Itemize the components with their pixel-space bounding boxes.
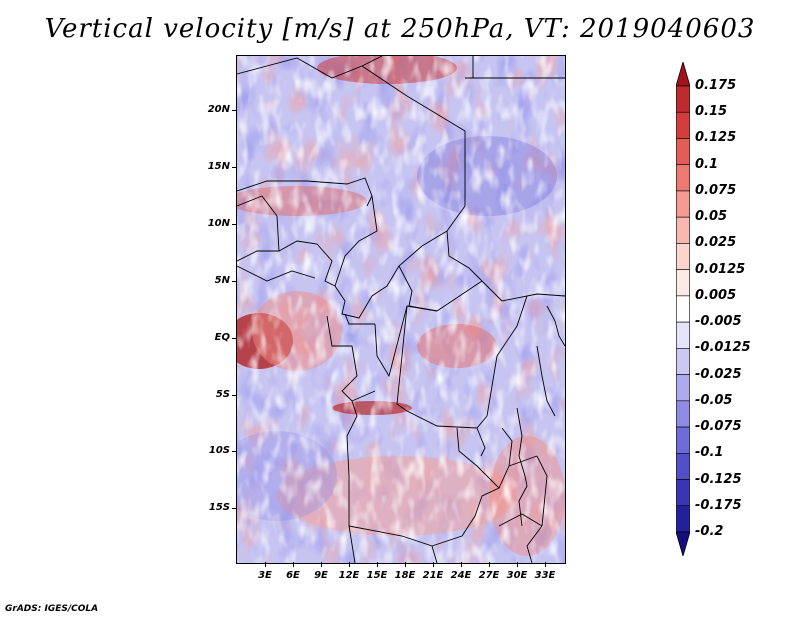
colorbar-label: 0.025	[695, 235, 737, 251]
colorbar-segment	[676, 111, 690, 139]
lon-tick	[461, 562, 462, 567]
colorbar-segment	[676, 164, 690, 192]
lat-tick	[232, 281, 237, 282]
lat-label-10n: 10N	[207, 218, 230, 229]
lon-label-18e: 18E	[394, 570, 416, 581]
colorbar-label: 0.175	[695, 78, 737, 93]
colorbar-label: 0.15	[695, 104, 728, 120]
lat-tick	[232, 167, 237, 168]
lon-label-30e: 30E	[506, 570, 528, 581]
lat-label-15s: 15S	[208, 502, 230, 513]
lat-label-5n: 5N	[214, 275, 230, 286]
colorbar-label: 0.125	[695, 130, 737, 146]
colorbar-segment	[676, 243, 690, 270]
lon-label-6e: 6E	[286, 570, 300, 581]
lon-tick	[293, 562, 294, 567]
lon-tick	[321, 562, 322, 567]
lon-label-24e: 24E	[450, 570, 472, 581]
colorbar-segment	[676, 190, 690, 218]
colorbar-segment	[676, 295, 690, 323]
colorbar-segment	[676, 85, 690, 113]
colorbar-segment	[676, 269, 690, 297]
colorbar-label: 0.05	[695, 209, 728, 225]
colorbar-label: 0.005	[695, 287, 737, 303]
colorbar-label: -0.005	[695, 314, 742, 330]
lon-label-9e: 9E	[314, 570, 328, 581]
lon-label-27e: 27E	[478, 570, 500, 581]
colorbar-label: 0.0125	[695, 261, 746, 277]
colorbar-segment	[676, 426, 690, 454]
field-texture	[237, 56, 565, 563]
colorbar-label: -0.05	[695, 392, 733, 408]
lat-tick	[232, 110, 237, 111]
lon-tick	[489, 562, 490, 567]
colorbar-label: 0.075	[695, 182, 737, 198]
lat-tick	[232, 224, 237, 225]
lon-tick	[349, 562, 350, 567]
grads-credit: GrADS: IGES/COLA	[5, 604, 99, 614]
colorbar-segment	[676, 505, 690, 533]
lon-tick	[265, 562, 266, 567]
country-borders	[237, 56, 565, 563]
colorbar-label: -0.1	[695, 445, 724, 461]
lon-tick	[405, 562, 406, 567]
colorbar-label: -0.025	[695, 366, 742, 382]
colorbar-segment	[676, 452, 690, 480]
colorbar-label: -0.175	[695, 497, 742, 513]
colorbar	[676, 62, 690, 556]
colorbar-segment	[676, 321, 690, 349]
lon-label-12e: 12E	[338, 570, 360, 581]
colorbar-segment	[676, 400, 690, 428]
lat-label-5s: 5S	[215, 389, 230, 400]
colorbar-segment	[676, 348, 690, 375]
map-title: Vertical velocity [m/s] at 250hPa, VT: 2…	[44, 14, 756, 44]
lon-tick	[377, 562, 378, 567]
lon-tick	[433, 562, 434, 567]
colorbar-label: -0.125	[695, 471, 742, 487]
lat-label-15n: 15N	[207, 161, 230, 172]
colorbar-segment	[676, 374, 690, 402]
colorbar-bottom-triangle	[676, 531, 690, 556]
velocity-map	[236, 55, 566, 564]
lon-label-15e: 15E	[366, 570, 388, 581]
lat-label-20n: 20N	[207, 104, 230, 115]
lat-tick	[232, 451, 237, 452]
colorbar-segment	[676, 479, 690, 507]
lat-label-eq: EQ	[214, 332, 230, 343]
colorbar-label: -0.075	[695, 419, 742, 435]
colorbar-label: 0.1	[695, 156, 719, 172]
colorbar-label: -0.0125	[695, 340, 751, 356]
lat-tick	[232, 395, 237, 396]
colorbar-segment	[676, 138, 690, 166]
lat-label-10s: 10S	[208, 445, 230, 456]
lon-tick	[517, 562, 518, 567]
lon-label-33e: 33E	[534, 570, 556, 581]
colorbar-label: -0.2	[695, 524, 724, 539]
lat-tick	[232, 508, 237, 509]
colorbar-segment	[676, 216, 690, 244]
lat-tick	[232, 338, 237, 339]
lon-tick	[545, 562, 546, 567]
colorbar-top-triangle	[676, 62, 690, 87]
lon-label-3e: 3E	[258, 570, 272, 581]
lon-label-21e: 21E	[422, 570, 444, 581]
